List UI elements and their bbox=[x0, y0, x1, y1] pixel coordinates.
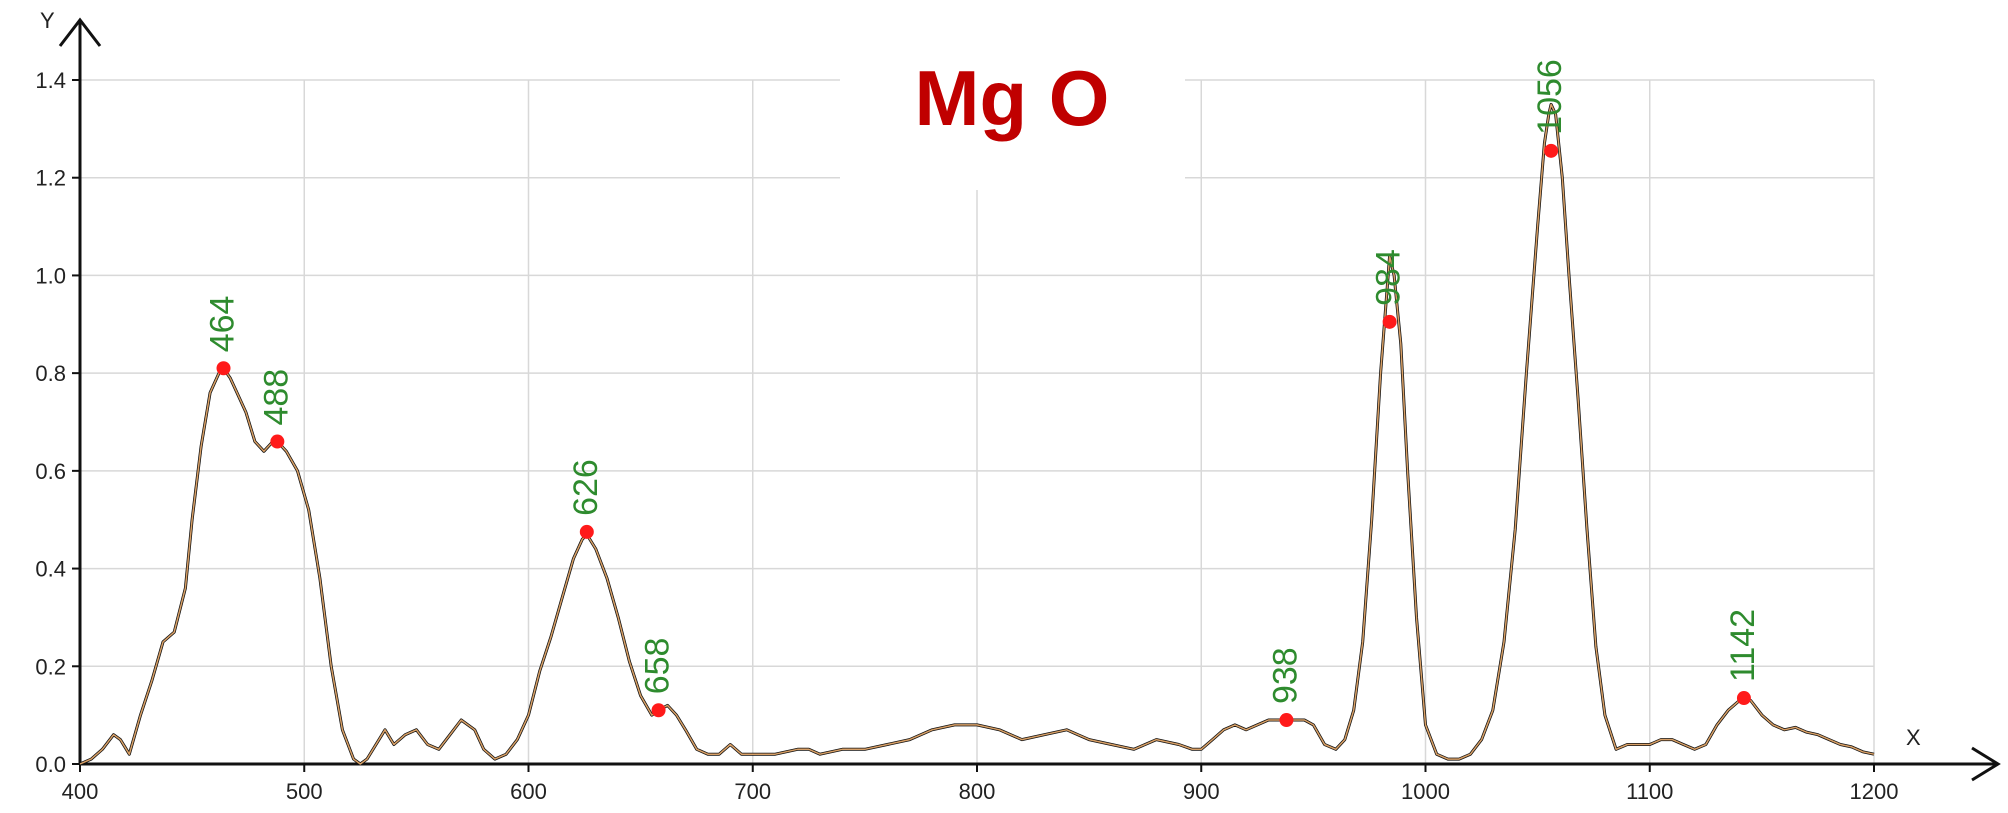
x-tick-label: 900 bbox=[1183, 779, 1220, 804]
axes: Y X bbox=[40, 8, 2001, 782]
x-tick-label: 600 bbox=[510, 779, 547, 804]
peak-annotations: 464 488 626 658 938 984 1056 1142 bbox=[204, 59, 1762, 728]
peak-marker bbox=[1736, 691, 1751, 706]
x-tick-label: 1100 bbox=[1626, 779, 1673, 804]
x-tick-label: 400 bbox=[62, 779, 99, 804]
x-axis-arrowhead bbox=[1971, 746, 2001, 782]
y-tick-label: 1.0 bbox=[35, 263, 66, 288]
peak-label: 464 bbox=[204, 296, 242, 353]
y-tick-label: 0.2 bbox=[35, 654, 66, 679]
peak-marker bbox=[216, 361, 231, 376]
peak-label: 1142 bbox=[1724, 609, 1762, 682]
peak-marker bbox=[270, 434, 285, 449]
series bbox=[79, 102, 1875, 766]
x-tick-label: 700 bbox=[734, 779, 771, 804]
peak-marker bbox=[1382, 314, 1397, 329]
peak-marker bbox=[1279, 713, 1294, 728]
y-tick-label: 0.0 bbox=[35, 752, 66, 777]
y-tick-label: 0.8 bbox=[35, 361, 66, 386]
x-tick-label: 500 bbox=[286, 779, 323, 804]
title-backdrop bbox=[840, 60, 1185, 190]
x-tick-label: 800 bbox=[959, 779, 996, 804]
peak-label: 1056 bbox=[1531, 59, 1569, 135]
series-line-overlay bbox=[79, 103, 1875, 765]
peak-label: 626 bbox=[567, 459, 605, 516]
peak-marker bbox=[579, 524, 594, 539]
peak-label: 984 bbox=[1370, 249, 1408, 306]
chart-title: Mg O bbox=[915, 54, 1110, 142]
peak-marker bbox=[1544, 143, 1559, 158]
peak-label: 938 bbox=[1266, 647, 1304, 704]
peak-marker bbox=[651, 703, 666, 718]
tick-labels: 400 500 600 700 800 900 1000 1100 1200 0.0 0.2 0.4 0… bbox=[35, 68, 1898, 804]
y-axis-arrowhead bbox=[58, 17, 102, 47]
y-tick-label: 0.6 bbox=[35, 459, 66, 484]
x-tick-label: 1200 bbox=[1850, 779, 1899, 804]
peak-label: 658 bbox=[639, 638, 677, 695]
y-tick-label: 1.4 bbox=[35, 68, 66, 93]
y-tick-label: 0.4 bbox=[35, 557, 66, 582]
x-axis-label: X bbox=[1906, 725, 1921, 750]
x-tick-label: 1000 bbox=[1401, 779, 1450, 804]
peak-label: 488 bbox=[257, 369, 295, 426]
y-axis-label: Y bbox=[40, 8, 55, 33]
y-tick-label: 1.2 bbox=[35, 166, 66, 191]
